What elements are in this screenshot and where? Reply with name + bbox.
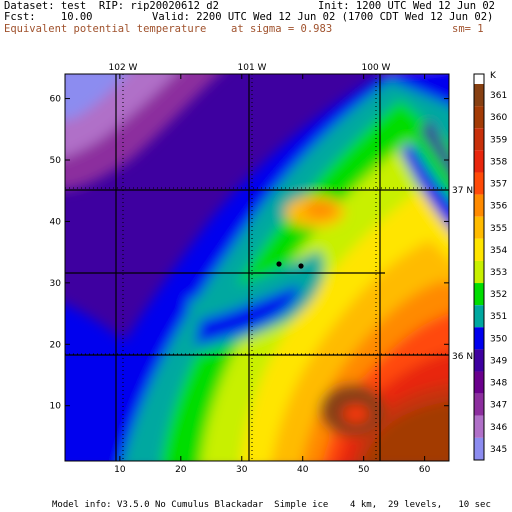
colorbar-label: 359: [490, 135, 507, 145]
map-overlay: 102 W 101 W 100 W 37 N 36 N: [65, 63, 473, 461]
colorbar-swatch: [474, 216, 484, 239]
colorbar-swatch: [474, 393, 484, 416]
colorbar-label: 352: [490, 290, 507, 300]
longitude-label: 101 W: [238, 63, 267, 73]
axis-ticks: 10 20 30 40 50 60 10 20 30 40 50 60: [50, 74, 449, 475]
colorbar-swatch: [474, 150, 484, 173]
y-tick-label: 20: [50, 340, 62, 350]
smoothing-label: sm= 1: [452, 23, 484, 35]
longitude-label: 100 W: [362, 63, 391, 73]
colorbar: K 361 360 359 358 357 356 355 354 353 352 351 350 349…: [473, 71, 507, 461]
x-tick-label: 60: [419, 465, 431, 475]
valid-time-label: Valid: 2200 UTC Wed 12 Jun 02 (1700 CDT …: [152, 11, 494, 23]
colorbar-swatch: [474, 238, 484, 261]
colorbar-swatch: [474, 415, 484, 438]
colorbar-unit: K: [490, 71, 497, 81]
station-markers: [276, 261, 304, 269]
colorbar-label: 354: [490, 246, 507, 256]
plot-frame: [64, 73, 450, 462]
colorbar-label: 360: [490, 113, 507, 123]
y-tick-label: 10: [50, 402, 62, 412]
y-tick-label: 30: [50, 279, 62, 289]
colorbar-swatch: [474, 283, 484, 306]
init-time-label: Init: 1200 UTC Wed 12 Jun 02: [318, 0, 496, 12]
latitude-label: 37 N: [452, 186, 473, 196]
colorbar-label: 348: [490, 379, 507, 389]
station-marker: [298, 263, 304, 269]
colorbar-swatch: [474, 172, 484, 195]
colorbar-swatch: [474, 349, 484, 372]
colorbar-swatch: [474, 437, 484, 460]
colorbar-swatch: [474, 371, 484, 394]
colorbar-label: 346: [490, 423, 507, 433]
colorbar-label: 347: [490, 401, 507, 411]
station-marker: [276, 261, 282, 267]
colorbar-swatch: [474, 106, 484, 129]
y-tick-label: 50: [50, 156, 62, 166]
sigma-level-label: at sigma = 0.983: [231, 23, 333, 35]
y-tick-label: 60: [50, 95, 62, 105]
field-name-label: Equivalent potential temperature: [4, 23, 207, 35]
colorbar-label: 345: [490, 445, 507, 455]
colorbar-label: 351: [490, 312, 507, 322]
latitude-label: 36 N: [452, 352, 473, 362]
y-tick-label: 40: [50, 217, 62, 227]
forecast-hour-label: Fcst: 10.00: [4, 11, 93, 23]
colorbar-label: 357: [490, 180, 507, 190]
x-tick-label: 20: [175, 465, 187, 475]
x-tick-label: 30: [236, 465, 248, 475]
colorbar-swatch: [474, 84, 484, 107]
model-info-label: Model info: V3.5.0 No Cumulus Blackadar …: [52, 500, 491, 510]
colorbar-label: 356: [490, 202, 507, 212]
dataset-label: Dataset: test RIP: rip20020612 d2: [4, 0, 219, 12]
colorbar-label: 349: [490, 356, 507, 366]
temperature-field: [65, 74, 449, 461]
colorbar-label: 353: [490, 268, 507, 278]
colorbar-label: 361: [490, 91, 507, 101]
longitude-label: 102 W: [109, 63, 138, 73]
colorbar-swatch: [474, 327, 484, 350]
x-tick-label: 10: [114, 465, 126, 475]
x-tick-label: 40: [297, 465, 309, 475]
colorbar-swatch: [474, 128, 484, 151]
x-tick-label: 50: [358, 465, 370, 475]
colorbar-swatch: [474, 260, 484, 284]
colorbar-swatch: [474, 305, 484, 328]
colorbar-label: 358: [490, 157, 507, 167]
colorbar-label: 355: [490, 224, 507, 234]
colorbar-frame: [473, 73, 485, 461]
colorbar-swatch: [474, 194, 484, 217]
colorbar-label: 350: [490, 334, 507, 344]
